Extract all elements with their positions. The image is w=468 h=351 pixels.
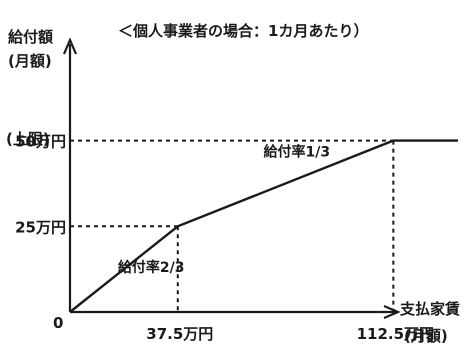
series-layer <box>69 139 459 313</box>
x-tick-label-1: 112.5万円 <box>357 325 434 343</box>
x-axis-unit: (月額) <box>404 327 448 345</box>
x-axis-arrow <box>383 304 401 320</box>
y-axis-limit-label: (上限) <box>6 130 50 148</box>
benefit-line <box>69 139 458 313</box>
y-axis-label: 給付額 <box>8 28 53 46</box>
y-tick-label-0: 25万円 <box>15 218 66 236</box>
rate-annotation-1: 給付率1/3 <box>264 143 331 160</box>
x-tick-label-0: 37.5万円 <box>146 325 213 343</box>
origin-label: 0 <box>53 314 63 332</box>
rate-annotation-0: 給付率2/3 <box>118 259 185 276</box>
x-axis-label: 支払家賃 <box>399 300 460 318</box>
chart-title: ＜個人事業者の場合：1カ月あたり） <box>118 22 368 40</box>
y-tick-label-1: 50万円 <box>15 133 66 151</box>
y-axis-unit: (月額) <box>8 52 52 70</box>
annotations: 給付率2/3 給付率1/3 <box>118 143 330 276</box>
y-axis-arrow <box>62 37 78 55</box>
tick-labels: 25万円 50万円 37.5万円 112.5万円 <box>15 133 434 343</box>
guide-lines <box>70 139 395 312</box>
axes <box>62 37 401 320</box>
